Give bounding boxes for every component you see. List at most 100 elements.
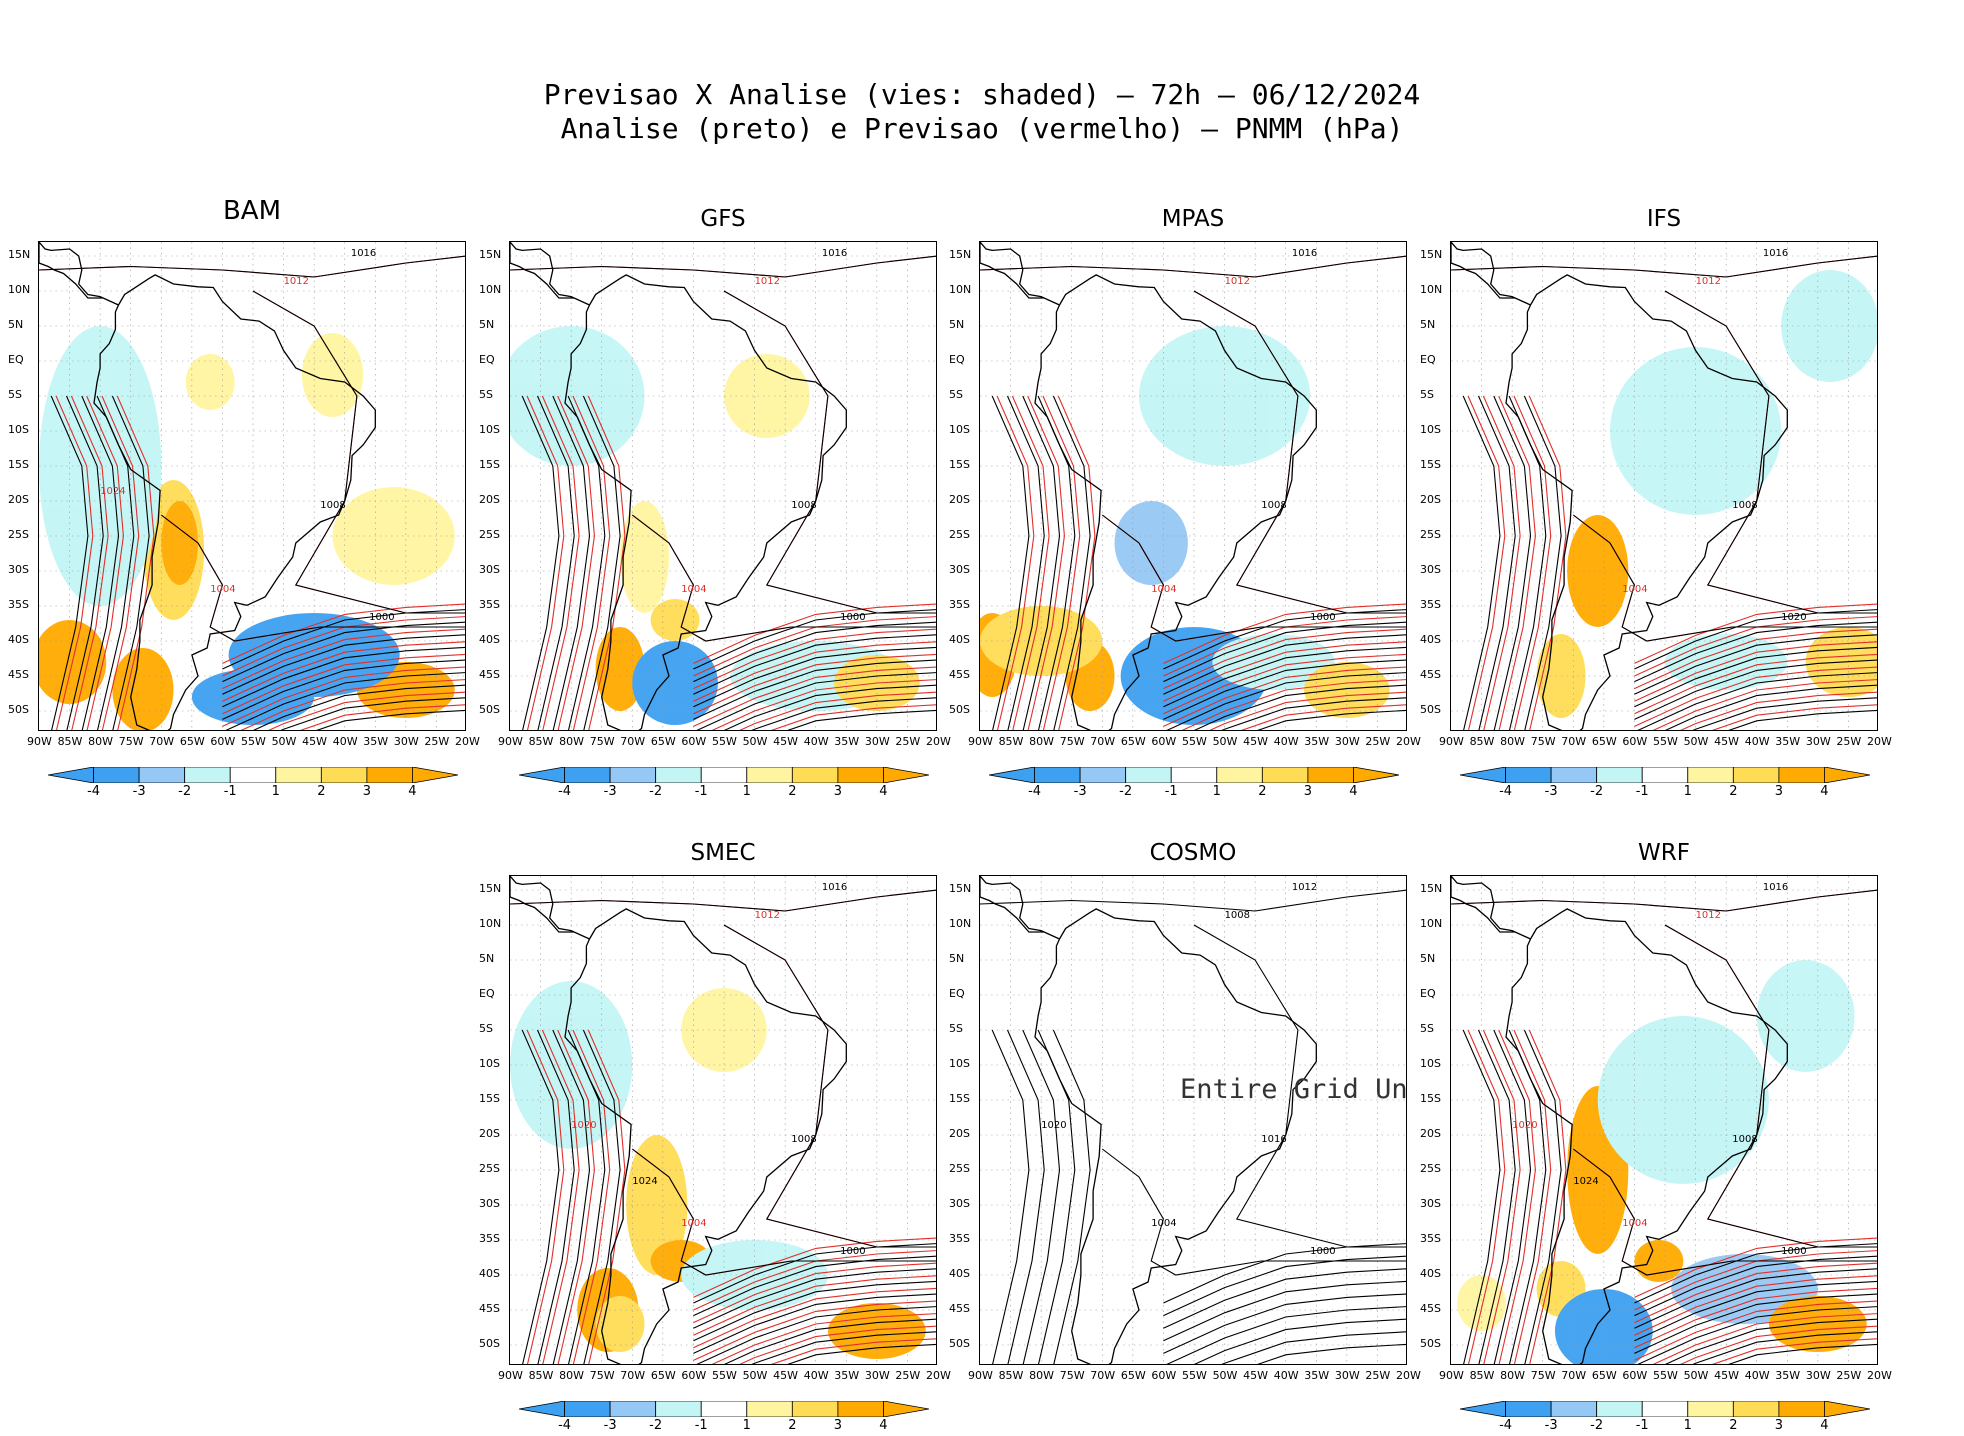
lat-tick-label: EQ: [949, 987, 965, 1000]
colorbar-swatch: [138, 766, 186, 784]
isobar: [723, 290, 936, 614]
panel-gfs-svg: 1016 1012 1008 1004 1000: [510, 242, 936, 730]
colorbar-swatch: [883, 1400, 930, 1418]
isobar: [1467, 395, 1506, 730]
coastline-south-america: [93, 274, 376, 730]
isobar: [1634, 628, 1877, 690]
analysis-isobars: [1451, 255, 1877, 730]
lon-tick-label: 50W: [1212, 1369, 1238, 1382]
colorbar-label: -2: [1590, 1418, 1604, 1433]
isobar: [521, 1029, 560, 1364]
colorbar-label: -1: [1635, 784, 1649, 799]
isobar: [86, 395, 124, 730]
lon-tick-label: 80W: [88, 735, 114, 748]
isobar: [980, 255, 1406, 278]
panel-gfs-map: 1016 1012 1008 1004 1000: [509, 241, 937, 731]
colorbar-label: -4: [558, 1418, 572, 1433]
isobar: [225, 672, 465, 730]
lon-tick-label: 40W: [1744, 1369, 1770, 1382]
isobar: [693, 1268, 936, 1329]
pressure-label: 1012: [1696, 910, 1721, 921]
colorbar-swatch: [791, 1400, 839, 1418]
lat-tick-label: 50S: [949, 1337, 970, 1350]
isobar: [1680, 691, 1877, 730]
isobar: [111, 395, 150, 730]
lon-tick-label: 40W: [1273, 1369, 1299, 1382]
isobar: [1163, 1280, 1406, 1342]
lon-tick-label: 30W: [393, 735, 419, 748]
isobar: [552, 1029, 591, 1364]
lat-tick-label: 20S: [949, 493, 970, 506]
colorbar-label: -1: [223, 784, 237, 799]
lat-tick-label: 10S: [949, 1057, 970, 1070]
lat-tick-label: 15N: [949, 248, 972, 261]
colorbar-label: 4: [408, 784, 417, 799]
lon-tick-label: 65W: [1591, 1369, 1617, 1382]
lat-tick-label: 15S: [1420, 458, 1441, 471]
isobar: [1652, 679, 1877, 730]
colorbar-swatch: [837, 766, 884, 784]
lat-tick-label: 5N: [1420, 318, 1436, 331]
isobar: [1221, 697, 1406, 730]
isobar: [1572, 1148, 1877, 1276]
isobar: [1572, 514, 1877, 642]
pressure-label: 1004: [1151, 1218, 1176, 1229]
isobar: [222, 641, 465, 702]
pressure-label: 1008: [1732, 500, 1757, 511]
lat-tick-label: 15S: [949, 1092, 970, 1105]
isobar: [541, 395, 580, 730]
colorbar-swatch: [1778, 1400, 1825, 1418]
lat-tick-label: 35S: [949, 598, 970, 611]
lon-tick-label: 75W: [1059, 735, 1085, 748]
isobar: [693, 653, 936, 715]
isobar: [1634, 646, 1877, 708]
isobar: [1209, 691, 1406, 730]
bias-area: [112, 648, 174, 730]
isobar: [526, 1029, 565, 1364]
lat-tick-label: EQ: [8, 353, 24, 366]
isobar: [631, 1148, 936, 1276]
panel-gfs-title: GFS: [700, 206, 746, 232]
colorbar-label: -3: [132, 784, 146, 799]
lat-tick-label: EQ: [479, 353, 495, 366]
isobar: [1101, 1148, 1406, 1276]
lat-tick-label: 30S: [479, 1197, 500, 1210]
lon-tick-label: 85W: [528, 735, 554, 748]
colorbar-swatch: [1596, 1400, 1643, 1418]
isobar: [693, 1275, 936, 1336]
isobar: [1634, 609, 1877, 670]
coastline-south-america: [564, 908, 847, 1364]
lon-tick-label: 70W: [149, 735, 175, 748]
panel-cosmo-svg: 1012 1008 1016 1004 1000 1020: [980, 876, 1406, 1364]
isobar: [751, 697, 936, 730]
colorbar-swatch: [1079, 766, 1127, 784]
pressure-label: 1016: [1763, 882, 1788, 893]
isobar: [1027, 395, 1065, 730]
pressure-label: 1008: [791, 500, 816, 511]
colorbar-swatch: [1125, 766, 1172, 784]
lon-tick-label: 65W: [650, 1369, 676, 1382]
bias-area: [1567, 515, 1629, 627]
pressure-label: 1000: [1310, 612, 1335, 623]
colorbar-label: -3: [603, 1418, 617, 1433]
panel-smec-colorbar: -4 -3 -2 -1 1 2 3 4: [518, 1400, 959, 1435]
lat-tick-label: 10N: [479, 917, 502, 930]
pressure-label: 1008: [1732, 1134, 1757, 1145]
lat-tick-label: 10N: [949, 917, 972, 930]
lat-tick-label: EQ: [1420, 353, 1436, 366]
lat-tick-label: 10S: [1420, 423, 1441, 436]
isobar: [1634, 1243, 1877, 1304]
isobar: [510, 889, 936, 912]
pressure-label: 1016: [1292, 248, 1317, 259]
panel-wrf-map: 1016 1012 1008 1004 1000 1020 1024: [1450, 875, 1878, 1365]
bias-area: [332, 487, 455, 585]
lat-tick-label: 20S: [949, 1127, 970, 1140]
lon-tick-label: 85W: [1469, 1369, 1495, 1382]
lat-tick-label: 10N: [949, 283, 972, 296]
lon-tick-label: 30W: [1334, 735, 1360, 748]
pressure-label: 1012: [284, 276, 309, 287]
isobar: [1634, 659, 1877, 720]
colorbar-swatch: [1170, 766, 1218, 784]
isobar: [693, 1293, 936, 1354]
colorbar-swatch: [1778, 766, 1825, 784]
